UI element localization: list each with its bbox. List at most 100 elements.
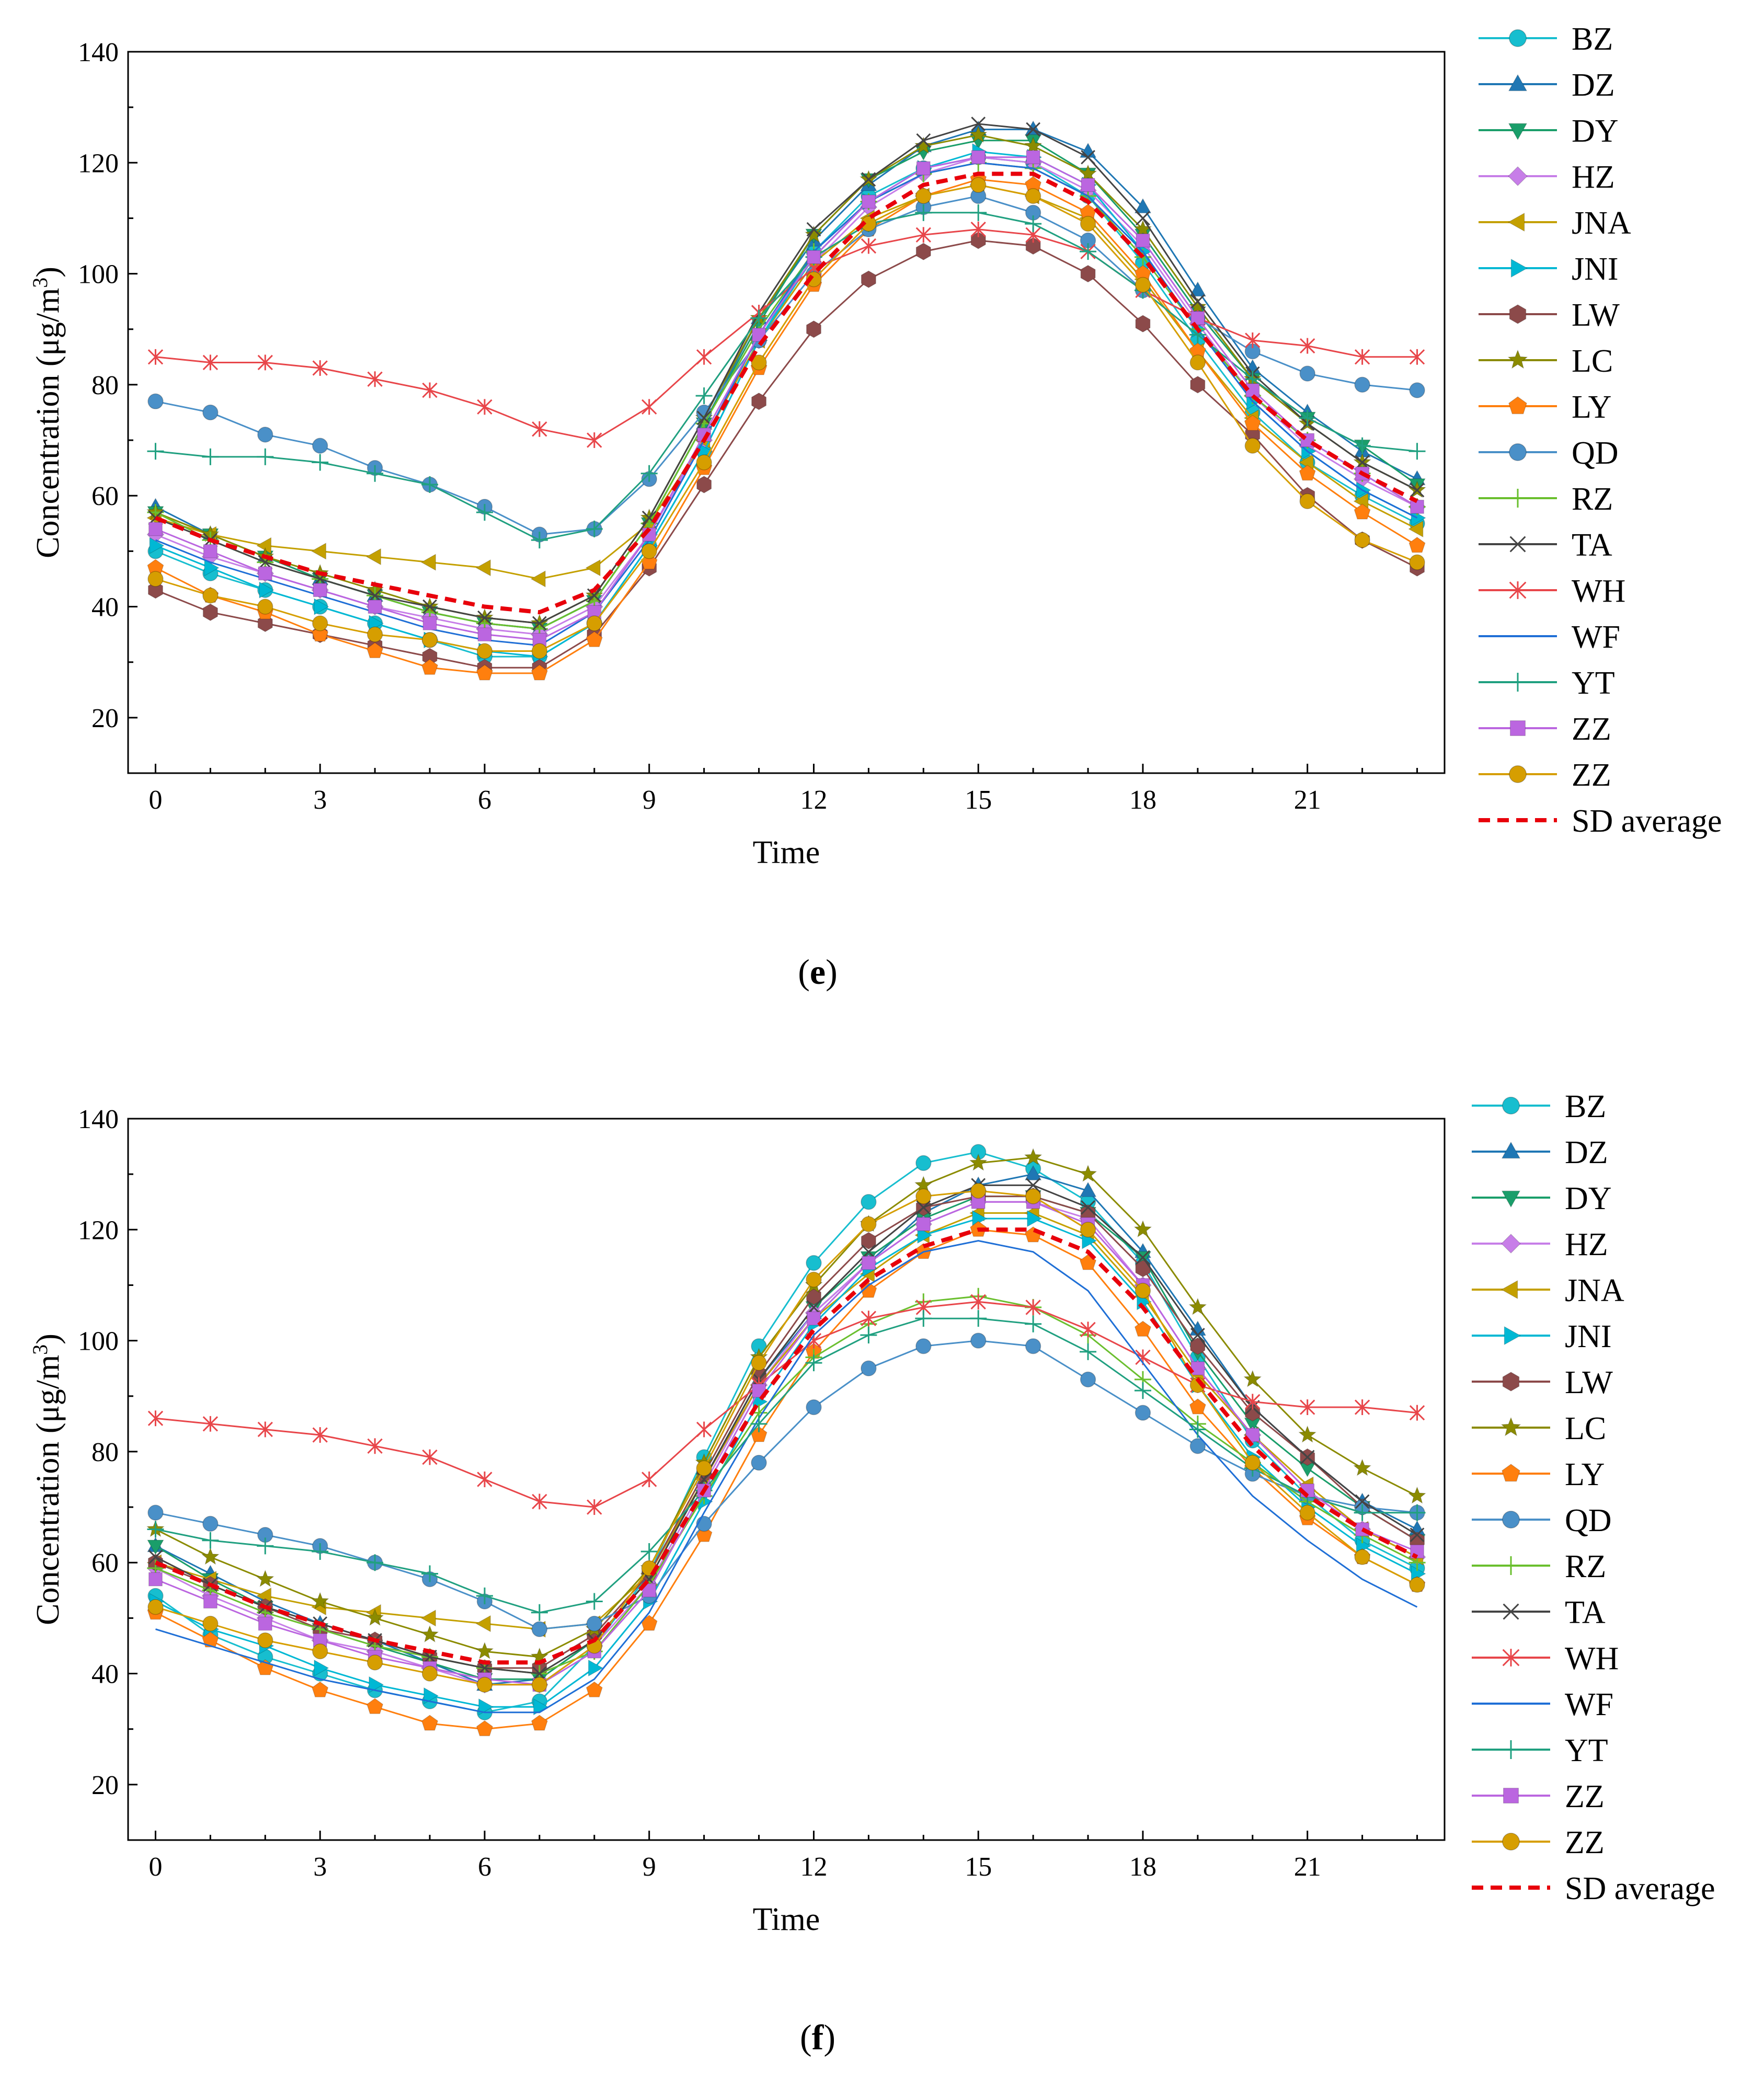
legend-label: WH	[1572, 573, 1625, 609]
series-dz	[147, 1165, 1426, 1691]
data-point	[970, 1332, 987, 1349]
data-point	[422, 1449, 438, 1465]
panel-label-close: )	[823, 2017, 835, 2057]
data-point	[475, 559, 491, 577]
data-point	[587, 1499, 602, 1515]
series-ly	[147, 1221, 1426, 1737]
series-zz	[147, 1182, 1425, 1693]
legend-swatch-marker	[1507, 349, 1528, 369]
plot-frame	[127, 51, 1446, 774]
data-point	[1189, 281, 1207, 297]
data-point	[259, 581, 274, 599]
data-point	[1025, 1299, 1041, 1315]
data-point	[860, 1327, 877, 1343]
data-point	[147, 349, 164, 365]
data-point	[1080, 1343, 1097, 1360]
panel-label-letter: e	[810, 952, 826, 992]
series-line	[155, 123, 1418, 624]
data-point	[750, 1415, 768, 1432]
data-point	[312, 1681, 329, 1697]
legend-label: WF	[1565, 1687, 1613, 1722]
data-point	[478, 1698, 494, 1716]
data-point	[202, 354, 219, 371]
legend-swatch-marker	[1510, 258, 1528, 278]
panel-label-open: (	[800, 2017, 812, 2057]
legend-item: ZZ	[1479, 757, 1611, 793]
y-tick-label: 120	[78, 1215, 119, 1245]
data-point	[366, 1654, 383, 1671]
series-dz	[147, 120, 1426, 635]
data-point	[861, 1216, 877, 1232]
series-line	[155, 134, 1418, 624]
data-point	[1189, 354, 1206, 371]
legend-label: DY	[1565, 1181, 1612, 1216]
legend-swatch-marker	[1502, 1556, 1520, 1575]
legend-swatch-marker	[1508, 74, 1528, 91]
data-point	[1027, 1210, 1043, 1227]
legend-item: DZ	[1479, 67, 1615, 103]
series-wh	[147, 221, 1425, 449]
data-point	[313, 1633, 327, 1648]
data-point	[531, 1715, 548, 1731]
data-point	[366, 1698, 384, 1714]
data-point	[147, 1521, 164, 1538]
data-point	[312, 360, 328, 376]
series-dy	[147, 134, 1426, 638]
data-point	[751, 354, 767, 371]
data-point	[422, 382, 438, 398]
x-tick-label: 18	[1129, 1852, 1156, 1882]
data-point	[147, 1410, 164, 1427]
data-point	[1354, 1504, 1371, 1521]
data-point	[1134, 198, 1152, 214]
y-axis-title-sup: 3	[28, 278, 52, 288]
legend-label: WH	[1565, 1641, 1619, 1676]
legend-item: HZ	[1479, 159, 1615, 195]
legend-item: TA	[1479, 527, 1612, 563]
series-line	[155, 184, 1418, 652]
data-point	[642, 399, 657, 415]
data-point	[1300, 1450, 1315, 1465]
legend-item: LY	[1472, 1457, 1605, 1492]
legend-label: JNA	[1572, 205, 1631, 241]
series-line	[155, 1201, 1418, 1686]
legend: BZ DZ DY HZ JNA JNI LW LC LY QD RZ TA WH WF YT ZZ ZZ SD a…	[1472, 1089, 1715, 1906]
legend-item: SD average	[1472, 1871, 1715, 1906]
data-point	[257, 1632, 273, 1648]
data-point	[311, 543, 327, 560]
panel-label-letter: f	[812, 2017, 824, 2057]
data-point	[1136, 211, 1150, 226]
legend-item: BZ	[1479, 21, 1613, 57]
legend-label: ZZ	[1565, 1779, 1605, 1814]
series-line	[155, 1239, 1418, 1714]
data-point	[696, 1460, 712, 1476]
data-point	[476, 1720, 493, 1737]
data-point	[532, 1493, 547, 1510]
legend-item: WF	[1479, 619, 1620, 655]
data-point	[806, 222, 821, 237]
legend-item: ZZ	[1479, 711, 1611, 747]
data-point	[147, 1539, 164, 1555]
data-point	[476, 664, 493, 681]
data-point	[586, 615, 602, 631]
data-point	[1245, 383, 1260, 397]
series-line	[155, 1184, 1418, 1675]
data-point	[807, 250, 821, 265]
data-point	[1081, 1200, 1095, 1215]
legend-item: LW	[1472, 1365, 1613, 1400]
data-point	[696, 349, 712, 365]
data-point	[861, 1232, 876, 1250]
legend-swatch-marker	[1509, 304, 1527, 324]
data-point	[641, 543, 657, 559]
data-point	[1354, 503, 1371, 520]
data-point	[313, 583, 327, 597]
data-point	[421, 476, 439, 493]
data-point	[1299, 1504, 1315, 1521]
data-point	[1188, 1297, 1207, 1315]
data-point	[1190, 1337, 1206, 1355]
legend-label: JNI	[1572, 251, 1619, 287]
legend-swatch-marker	[1510, 720, 1526, 736]
legend-swatch-marker	[1501, 1190, 1521, 1208]
series-jni	[149, 143, 1426, 665]
data-point	[312, 615, 328, 631]
data-point	[804, 225, 823, 243]
